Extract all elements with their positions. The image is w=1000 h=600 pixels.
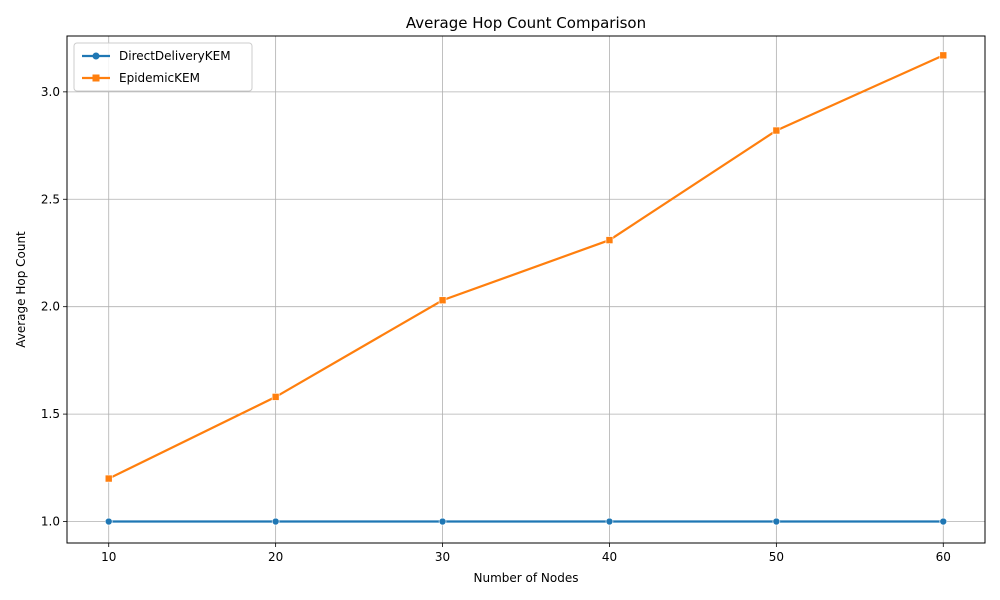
x-tick-label: 10: [101, 550, 116, 564]
data-point: [939, 517, 948, 526]
data-point: [605, 517, 614, 526]
y-tick-label: 1.5: [41, 407, 60, 421]
data-point: [104, 474, 113, 483]
series-layer: [104, 51, 948, 526]
chart-title: Average Hop Count Comparison: [406, 14, 646, 32]
legend-box: [73, 42, 253, 92]
x-axis-label: Number of Nodes: [474, 571, 579, 585]
plot-area-frame: [66, 35, 986, 544]
data-point: [605, 236, 614, 244]
y-tick-label: 3.0: [41, 85, 60, 99]
data-point: [271, 517, 280, 526]
legend-label: DirectDeliveryKEM: [119, 49, 231, 63]
data-point: [772, 126, 781, 135]
x-tick-label: 40: [602, 550, 617, 564]
legend-marker: [92, 52, 100, 60]
y-tick-label: 1.0: [41, 515, 60, 529]
data-point: [271, 393, 280, 401]
x-tick-label: 50: [769, 550, 784, 564]
x-tick-label: 30: [435, 550, 450, 564]
x-tick-label: 60: [936, 550, 951, 564]
data-point: [772, 517, 781, 526]
legend-marker: [92, 74, 100, 82]
data-point: [104, 517, 113, 526]
y-axis-label: Average Hop Count: [14, 231, 28, 348]
x-tick-label: 20: [268, 550, 283, 564]
data-point: [438, 296, 447, 305]
grid: [67, 36, 985, 543]
data-point: [939, 51, 948, 60]
legend-label: EpidemicKEM: [119, 71, 200, 85]
y-tick-label: 2.5: [41, 192, 60, 206]
axis-ticks: 10 20 30 40 50 60 1.0 1.5 2.0 2.5 3.0: [41, 85, 951, 564]
legend: DirectDeliveryKEM EpidemicKEM: [73, 42, 253, 92]
data-point: [438, 517, 447, 526]
y-tick-label: 2.0: [41, 300, 60, 314]
series-line: [108, 54, 944, 480]
